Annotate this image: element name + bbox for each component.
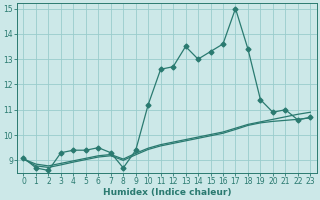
X-axis label: Humidex (Indice chaleur): Humidex (Indice chaleur) <box>103 188 231 197</box>
